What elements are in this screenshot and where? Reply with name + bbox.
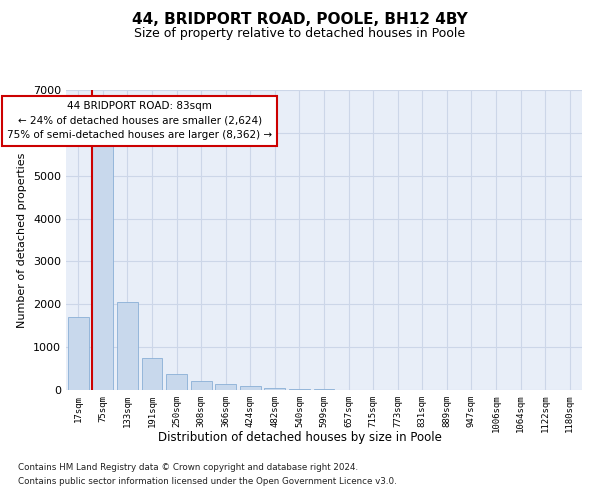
Bar xyxy=(92,130,113,390)
Y-axis label: Number of detached properties: Number of detached properties xyxy=(17,152,28,328)
Text: Size of property relative to detached houses in Poole: Size of property relative to detached ho… xyxy=(134,28,466,40)
Bar xyxy=(215,384,236,390)
Bar xyxy=(142,358,163,390)
Bar xyxy=(117,302,138,390)
Bar xyxy=(289,388,310,390)
Bar xyxy=(191,381,212,390)
Text: 44 BRIDPORT ROAD: 83sqm
← 24% of detached houses are smaller (2,624)
75% of semi: 44 BRIDPORT ROAD: 83sqm ← 24% of detache… xyxy=(7,100,272,140)
Text: Distribution of detached houses by size in Poole: Distribution of detached houses by size … xyxy=(158,431,442,444)
Bar xyxy=(265,388,286,390)
Bar xyxy=(68,317,89,390)
Text: 44, BRIDPORT ROAD, POOLE, BH12 4BY: 44, BRIDPORT ROAD, POOLE, BH12 4BY xyxy=(132,12,468,28)
Text: Contains HM Land Registry data © Crown copyright and database right 2024.: Contains HM Land Registry data © Crown c… xyxy=(18,464,358,472)
Text: Contains public sector information licensed under the Open Government Licence v3: Contains public sector information licen… xyxy=(18,477,397,486)
Bar xyxy=(240,386,261,390)
Bar xyxy=(166,374,187,390)
